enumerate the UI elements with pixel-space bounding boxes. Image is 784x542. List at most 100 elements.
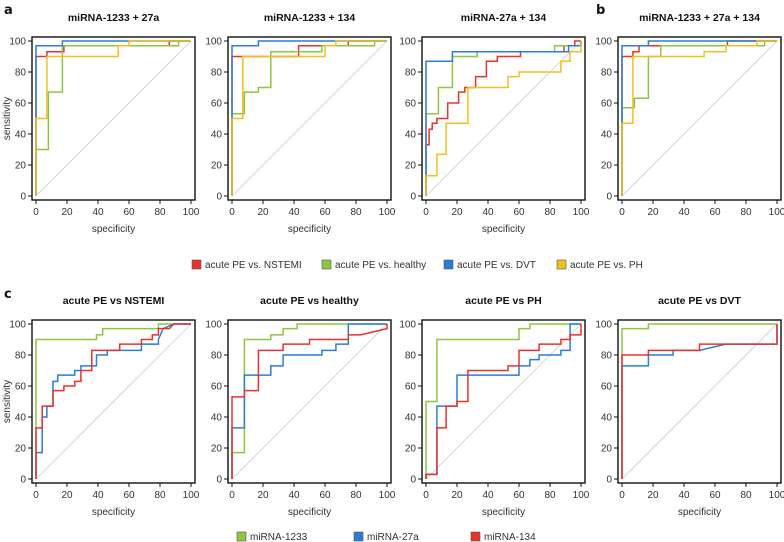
x-axis-label: specificity [678,507,721,518]
x-tick-label: 60 [709,207,721,218]
roc-curve-mirna-1233 [231,323,387,479]
x-tick-label: 40 [92,207,104,218]
roc-panel-3: miRNA-27a + 134 0 20 40 60 80 100 0 20 40 60 80 100 s… [399,12,589,235]
roc-curve-acute-pe-vs-healthy [35,40,191,196]
y-tick-label: 40 [405,130,417,141]
legend-item: acute PE vs. PH [556,259,643,271]
legend-swatch [321,259,332,270]
x-tick-label: 60 [123,490,135,501]
x-tick-label: 20 [257,490,269,501]
x-tick-label: 0 [423,207,429,218]
y-tick-label: 80 [211,351,223,362]
y-tick-label: 0 [216,192,222,203]
y-tick-label: 80 [601,351,613,362]
roc-curve-mirna-134 [231,324,388,479]
roc-curve-mirna-1233 [35,323,191,479]
y-tick-label: 60 [15,382,27,393]
plot-frame [227,319,392,484]
roc-panel-1: miRNA-1233 + 27a 0 20 40 60 80 100 0 20 40 60 80 100… [2,12,200,235]
plot-frame [31,319,196,484]
y-tick-label: 80 [15,68,27,79]
y-tick-label: 60 [601,99,613,110]
x-tick-label: 80 [350,207,362,218]
panel-letter-c: c [4,287,12,302]
roc-panel-5: acute PE vs NSTEMI 0 20 40 60 80 100 0 20 40 60 80 1… [2,295,200,518]
panel-title: miRNA-27a + 134 [461,12,547,24]
x-tick-label: 0 [619,207,625,218]
roc-curve-mirna-27a [231,323,387,479]
x-tick-label: 40 [678,207,690,218]
panel-title: acute PE vs NSTEMI [63,295,165,307]
legend-label: miRNA-134 [484,532,536,542]
y-tick-label: 40 [601,413,613,424]
plot-frame [617,319,782,484]
x-tick-label: 0 [229,490,235,501]
panel-title: acute PE vs healthy [260,295,359,307]
y-tick-label: 80 [15,351,27,362]
reference-diagonal [425,323,582,480]
x-tick-label: 80 [154,207,166,218]
panel-title: miRNA-1233 + 27a + 134 [639,12,760,24]
y-tick-label: 100 [9,37,26,48]
legend-mirnas: miRNA-1233 miRNA-27a miRNA-134 [236,531,536,542]
legend-label: acute PE vs. healthy [335,260,426,271]
x-tick-label: 40 [678,490,690,501]
legend-item: acute PE vs. NSTEMI [191,259,302,271]
legend-label: miRNA-1233 [250,532,308,542]
x-tick-label: 100 [379,490,396,501]
y-tick-label: 60 [211,382,223,393]
x-axis-label: specificity [92,224,135,235]
legend-comparisons: acute PE vs. NSTEMI acute PE vs. healthy a… [191,259,643,271]
panel-title: miRNA-1233 + 134 [264,12,356,24]
panel-letter-a: a [4,3,13,18]
legend-item: miRNA-134 [470,531,536,542]
y-tick-label: 60 [405,99,417,110]
x-tick-label: 60 [513,207,525,218]
reference-diagonal [231,323,388,480]
plot-frame [617,36,782,201]
legend-label: acute PE vs. NSTEMI [205,260,302,271]
x-tick-label: 0 [619,490,625,501]
y-tick-label: 60 [211,99,223,110]
y-tick-label: 0 [20,475,26,486]
roc-panel-4: miRNA-1233 + 27a + 134 0 20 40 60 80 100 0 20 40 6… [595,12,784,218]
y-tick-label: 100 [205,320,222,331]
plot-frame [31,36,196,201]
legend-item: acute PE vs. healthy [321,259,426,271]
x-tick-label: 100 [183,490,200,501]
y-tick-label: 100 [595,320,612,331]
x-tick-label: 60 [319,490,331,501]
y-tick-label: 80 [405,351,417,362]
y-tick-label: 100 [9,320,26,331]
x-tick-label: 40 [92,490,104,501]
legend-label: acute PE vs. PH [570,260,643,271]
y-tick-label: 100 [595,37,612,48]
panel-title: acute PE vs DVT [658,295,741,307]
y-tick-label: 40 [601,130,613,141]
y-tick-label: 20 [601,161,613,172]
x-tick-label: 80 [740,207,752,218]
x-tick-label: 40 [482,207,494,218]
x-tick-label: 0 [229,207,235,218]
x-tick-label: 20 [451,207,463,218]
x-tick-label: 40 [288,490,300,501]
y-tick-label: 20 [15,161,27,172]
legend-label: acute PE vs. DVT [457,260,536,271]
x-tick-label: 80 [154,490,166,501]
x-tick-label: 0 [33,490,39,501]
y-tick-label: 0 [410,475,416,486]
roc-curve-acute-pe-vs-dvt [35,40,191,196]
y-tick-label: 60 [601,382,613,393]
x-tick-label: 80 [350,490,362,501]
x-tick-label: 60 [513,490,525,501]
x-tick-label: 100 [183,207,200,218]
y-tick-label: 0 [216,475,222,486]
roc-curve-acute-pe-vs-ph [425,41,582,196]
legend-item: acute PE vs. DVT [443,259,536,271]
x-axis-label: specificity [482,224,525,235]
plot-frame [421,319,586,484]
roc-curve-mirna-27a [425,323,581,479]
reference-diagonal [621,40,778,197]
y-tick-label: 60 [15,99,27,110]
